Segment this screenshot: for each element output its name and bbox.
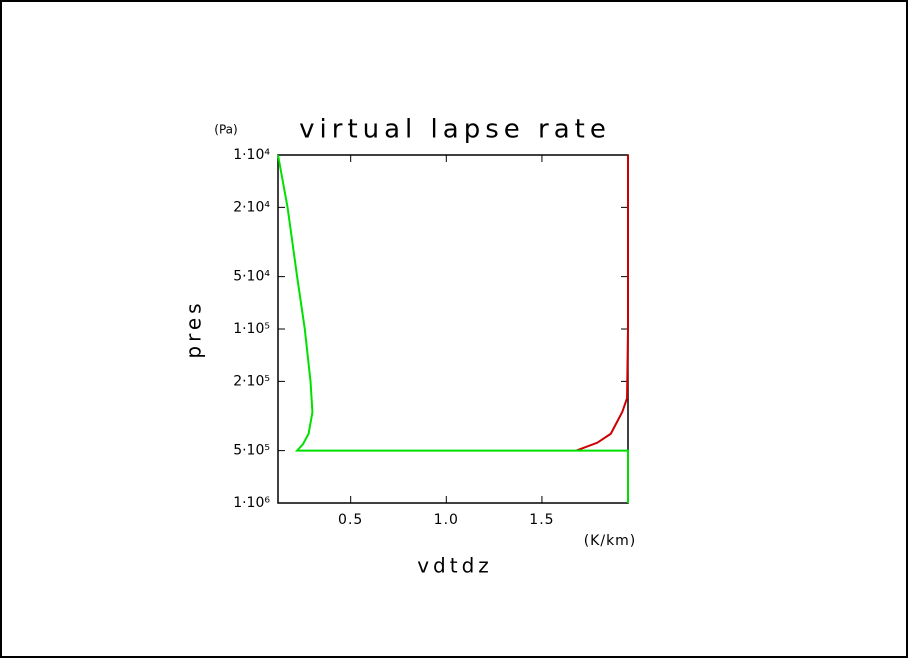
x-unit: (K/km) (584, 533, 637, 549)
series-line (576, 155, 629, 452)
y-tick-label: 2·10⁴ (233, 199, 270, 215)
y-tick-label: 1·10⁶ (233, 495, 270, 511)
y-tick-label: 2·10⁵ (233, 373, 270, 389)
y-unit: (Pa) (214, 123, 237, 137)
series-line (277, 154, 629, 503)
y-tick-label: 5·10⁴ (233, 269, 270, 285)
y-axis-label: pres (182, 299, 206, 358)
chart-title: virtual lapse rate (299, 115, 611, 145)
x-axis-label: vdtdz (417, 554, 493, 578)
x-tick-label: 0.5 (338, 512, 363, 528)
x-tick-label: 1.5 (529, 512, 554, 528)
x-tick-label: 1.0 (434, 512, 459, 528)
y-tick-label: 1·10⁵ (233, 321, 270, 337)
y-tick-label: 5·10⁵ (233, 443, 270, 459)
y-tick-label: 1·10⁴ (233, 147, 270, 163)
